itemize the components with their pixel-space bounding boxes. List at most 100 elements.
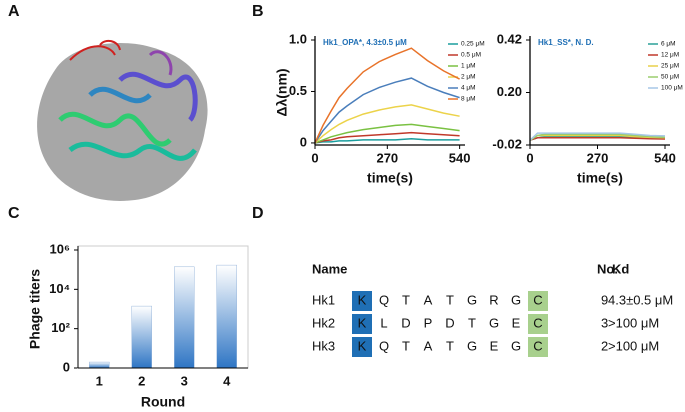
row-name: Hk3 (312, 338, 335, 353)
x-axis-label: time(s) (577, 170, 623, 186)
table-header: Name (312, 261, 347, 276)
series-line (529, 137, 666, 141)
bar (174, 266, 195, 369)
residue: Q (379, 292, 389, 307)
series-line (314, 131, 460, 144)
highlight (352, 337, 372, 357)
legend-label: 1 μM (461, 63, 476, 70)
residue: K (358, 338, 367, 353)
residue: K (358, 315, 367, 330)
bar (216, 264, 237, 369)
residue: A (424, 338, 433, 353)
series-line (529, 133, 666, 141)
annotation: Hk1_SS*, N. D. (538, 38, 594, 47)
panel-label: C (8, 205, 20, 222)
ribbon (118, 71, 198, 122)
annotation: Hk1_OPA*, 4.3±0.5 μM (323, 38, 407, 47)
ribbon (68, 141, 197, 161)
residue: T (446, 292, 454, 307)
x-tick-label: 270 (376, 150, 398, 165)
legend-label: 2 μM (461, 74, 476, 81)
ribbon (58, 111, 172, 147)
legend-label: 4 μM (461, 85, 476, 92)
x-axis-label: Round (141, 394, 185, 410)
bar (131, 305, 152, 369)
legend-label: 0.25 μM (461, 41, 485, 48)
residue: L (380, 315, 387, 330)
protein-structure (37, 39, 208, 201)
y-tick-label: 10² (51, 320, 70, 335)
series-line (314, 77, 460, 144)
row-kd: >100 μM (608, 315, 659, 330)
x-tick-label: 4 (223, 373, 231, 388)
ribbon (148, 50, 173, 76)
residue: E (512, 315, 521, 330)
residue: K (358, 292, 367, 307)
residue: T (446, 338, 454, 353)
x-tick-label: 270 (587, 150, 609, 165)
x-tick-label: 540 (449, 150, 471, 165)
y-tick-label: -0.02 (492, 136, 522, 151)
legend-label: 0.5 μM (461, 52, 481, 59)
table-header: Kd (612, 261, 629, 276)
row-name: Hk1 (312, 292, 335, 307)
residue: R (489, 292, 498, 307)
residue: P (424, 315, 433, 330)
y-tick-label: 0 (300, 134, 307, 149)
residue: D (445, 315, 454, 330)
x-tick-label: 540 (654, 150, 676, 165)
residue: E (490, 338, 499, 353)
row-count: 9 (601, 292, 608, 307)
y-tick-label: 10⁶ (50, 241, 70, 256)
series-line (529, 132, 666, 141)
x-tick-label: 0 (526, 150, 533, 165)
y-tick-label: 0 (63, 359, 70, 374)
residue: C (533, 292, 542, 307)
panel-label: B (252, 3, 264, 20)
legend-label: 100 μM (661, 85, 683, 92)
residue: T (468, 315, 476, 330)
y-tick-label: 0.5 (289, 83, 307, 98)
residue: Q (379, 338, 389, 353)
ribbon (69, 39, 121, 61)
y-tick-label: 1.0 (289, 31, 307, 46)
legend-label: 50 μM (661, 74, 679, 81)
panel-label: A (8, 3, 20, 20)
series-line (529, 134, 666, 141)
legend-label: 8 μM (461, 96, 476, 103)
row-count: 2 (601, 338, 608, 353)
series-line (314, 138, 460, 144)
x-axis-label: time(s) (367, 170, 413, 186)
row-kd: 4.3±0.5 μM (608, 292, 673, 307)
series-line (314, 123, 460, 144)
residue: C (533, 338, 542, 353)
residue: G (467, 338, 477, 353)
x-tick-label: 3 (181, 373, 188, 388)
y-axis-label: Phage titers (27, 269, 43, 349)
residue: D (401, 315, 410, 330)
residue: G (511, 292, 521, 307)
table-header: No. (597, 261, 618, 276)
y-axis-label: Δλ(nm) (274, 68, 290, 116)
y-tick-label: 0.20 (497, 84, 522, 99)
highlight (352, 314, 372, 334)
y-tick-label: 0.42 (497, 31, 522, 46)
residue: G (489, 315, 499, 330)
row-name: Hk2 (312, 315, 335, 330)
series-line (314, 47, 460, 144)
panel-label: D (252, 205, 264, 222)
legend-label: 25 μM (661, 63, 679, 70)
highlight (352, 291, 372, 311)
highlight (528, 314, 548, 334)
x-tick-label: 0 (311, 150, 318, 165)
y-tick-label: 10⁴ (49, 281, 70, 296)
residue: C (533, 315, 542, 330)
row-kd: >100 μM (608, 338, 659, 353)
highlight (528, 337, 548, 357)
x-tick-label: 2 (138, 373, 145, 388)
highlight (528, 291, 548, 311)
residue: G (467, 292, 477, 307)
legend-label: 12 μM (661, 52, 679, 59)
legend-label: 6 μM (661, 41, 676, 48)
